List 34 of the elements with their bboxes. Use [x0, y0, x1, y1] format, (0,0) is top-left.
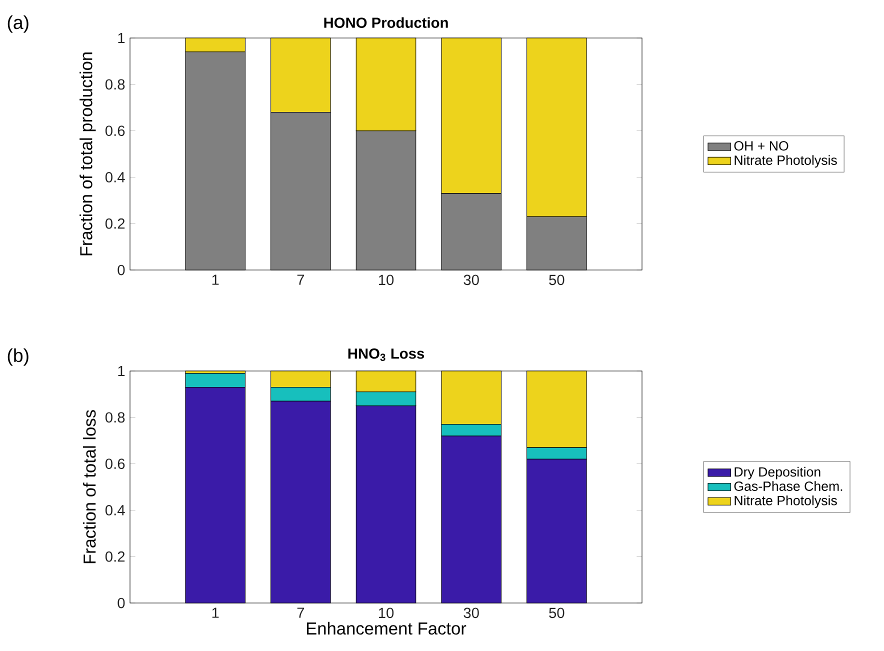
chart-title: HONO Production — [324, 17, 448, 28]
x-tick-label: 50 — [549, 608, 564, 618]
y-tick-label: 1 — [118, 32, 125, 44]
y-tick-label: 0.4 — [105, 172, 125, 182]
legend-label: OH + NO — [734, 141, 788, 151]
legend-label: Nitrate Photolysis — [734, 495, 837, 508]
text: (a) — [8, 15, 28, 33]
x-tick-label: 10 — [378, 274, 394, 286]
y-axis-title: Fraction of total production — [80, 52, 96, 256]
y-tick-label: 0 — [118, 264, 125, 276]
text: (b) — [8, 348, 28, 366]
y-tick-label: 0.2 — [105, 551, 125, 562]
y-tick-label: 0.8 — [105, 412, 125, 423]
y-axis-title: Fraction of total loss — [83, 410, 96, 564]
x-tick-label: 30 — [464, 608, 479, 618]
y-tick-label: 0.2 — [105, 218, 125, 229]
x-tick-label: 1 — [212, 274, 219, 285]
y-tick-label: 0.6 — [105, 458, 125, 469]
y-tick-label: 1 — [118, 366, 125, 376]
x-tick-label: 7 — [297, 274, 304, 285]
x-tick-label: 7 — [297, 608, 304, 618]
y-tick-label: 0.8 — [105, 79, 125, 90]
x-tick-label: 30 — [464, 274, 479, 286]
y-tick-label: 0 — [118, 598, 125, 608]
y-tick-label: 0.6 — [105, 126, 125, 136]
legend-label: Nitrate Photolysis — [734, 155, 837, 168]
x-tick-label: 1 — [212, 608, 219, 618]
y-tick-label: 0.4 — [105, 505, 125, 516]
chart-title: HNO$_{3}$ Loss — [348, 348, 424, 361]
legend-label: Gas-Phase Chem. — [734, 481, 842, 491]
legend-label: Dry Deposition — [734, 466, 820, 480]
x-axis-title: Enhancement Factor — [306, 622, 466, 635]
x-tick-label: 10 — [378, 608, 394, 618]
x-tick-label: 50 — [549, 274, 564, 286]
